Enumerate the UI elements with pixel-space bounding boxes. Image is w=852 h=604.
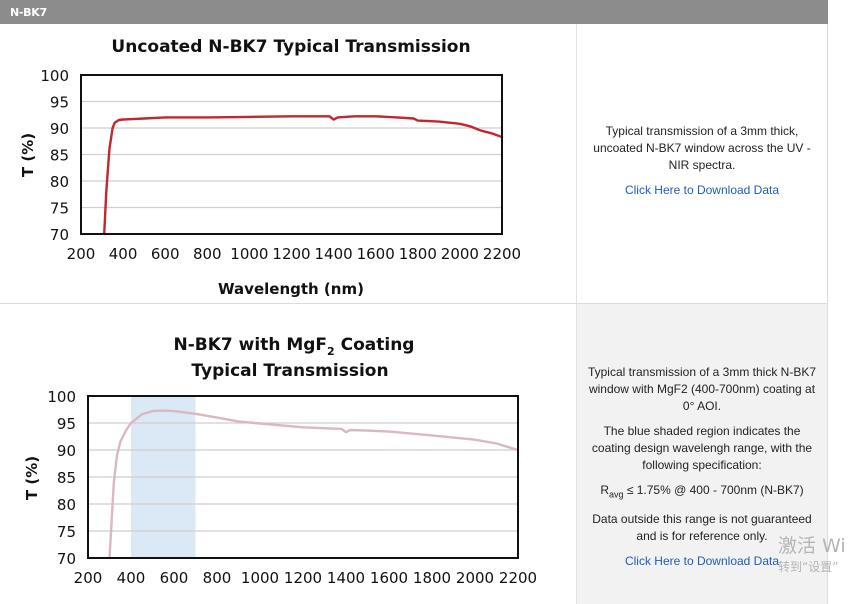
activation-watermark: 激活 Wi 转到“设置” <box>778 535 846 575</box>
x-tick-label: 800 <box>203 569 232 587</box>
shaded-region-note: The blue shaded region indicates the coa… <box>591 424 813 472</box>
x-tick-label: 800 <box>193 245 222 263</box>
table-right-border <box>827 24 828 604</box>
y-tick-label: 75 <box>57 523 76 541</box>
x-tick-label: 600 <box>160 569 189 587</box>
download-data-link[interactable]: Click Here to Download Data <box>624 554 780 569</box>
x-tick-label: 1600 <box>357 245 395 263</box>
y-axis-label: T (%) <box>19 133 37 177</box>
x-tick-label: 400 <box>109 245 138 263</box>
y-tick-label: 95 <box>50 94 69 112</box>
chart-title-line1: N-BK7 with MgF2 Coating <box>174 335 415 358</box>
x-tick-label: 1200 <box>272 245 310 263</box>
chart-title-line2: Typical Transmission <box>191 361 388 381</box>
y-tick-label: 70 <box>50 226 69 244</box>
row-divider <box>0 303 828 304</box>
y-tick-label: 85 <box>50 147 69 165</box>
description-panel-background <box>577 304 827 604</box>
y-tick-label: 100 <box>47 388 76 406</box>
chart-title: Uncoated N-BK7 Typical Transmission <box>111 37 470 57</box>
x-tick-label: 200 <box>74 569 103 587</box>
y-tick-label: 70 <box>57 550 76 568</box>
plot-frame <box>80 74 503 235</box>
x-tick-label: 1000 <box>241 569 279 587</box>
x-tick-label: 1400 <box>315 245 353 263</box>
description-text: Typical transmission of a 3mm thick, unc… <box>593 124 811 172</box>
y-tick-label: 90 <box>57 442 76 460</box>
x-tick-label: 2200 <box>499 569 537 587</box>
y-tick-label: 95 <box>57 415 76 433</box>
x-tick-label: 200 <box>67 245 96 263</box>
x-tick-label: 600 <box>151 245 180 263</box>
y-tick-label: 75 <box>50 200 69 218</box>
mgf2-description: Typical transmission of a 3mm thick N-BK… <box>577 364 827 578</box>
uncoated-transmission-chart: Uncoated N-BK7 Typical Transmission 70 75… <box>19 37 521 298</box>
download-data-link[interactable]: Click Here to Download Data <box>624 183 780 197</box>
section-header: N-BK7 <box>0 0 828 24</box>
x-axis-label: Wavelength (nm) <box>218 280 364 298</box>
y-axis-label: T (%) <box>23 456 41 500</box>
transmission-series-line <box>102 115 504 236</box>
x-tick-label: 2000 <box>456 569 494 587</box>
transmission-series-line <box>108 409 520 560</box>
watermark-line2: 转到“设置” <box>778 560 839 574</box>
y-tick-label: 90 <box>50 120 69 138</box>
x-tick-label: 1200 <box>284 569 322 587</box>
x-tick-label: 1000 <box>230 245 268 263</box>
coating-specification: Ravg ≤ 1.75% @ 400 - 700nm (N-BK7) <box>600 483 804 500</box>
x-tick-label: 1800 <box>399 245 437 263</box>
plot-frame <box>87 395 519 559</box>
y-tick-label: 100 <box>40 67 69 85</box>
column-divider <box>576 24 577 604</box>
x-tick-label: 400 <box>117 569 146 587</box>
description-text: Typical transmission of a 3mm thick N-BK… <box>587 365 817 413</box>
reference-note: Data outside this range is not guarantee… <box>592 512 812 544</box>
y-tick-label: 85 <box>57 469 76 487</box>
section-title: N-BK7 <box>10 6 47 19</box>
x-tick-label: 1600 <box>370 569 408 587</box>
mgf2-coated-transmission-chart: N-BK7 with MgF2 Coating Typical Transmis… <box>23 335 537 587</box>
watermark-line1: 激活 Wi <box>778 535 846 557</box>
x-tick-label: 1400 <box>327 569 365 587</box>
x-tick-label: 1800 <box>413 569 451 587</box>
x-tick-label: 2200 <box>483 245 521 263</box>
x-tick-label: 2000 <box>441 245 479 263</box>
y-tick-label: 80 <box>57 496 76 514</box>
uncoated-description: Typical transmission of a 3mm thick, unc… <box>577 123 827 207</box>
y-tick-label: 80 <box>50 173 69 191</box>
